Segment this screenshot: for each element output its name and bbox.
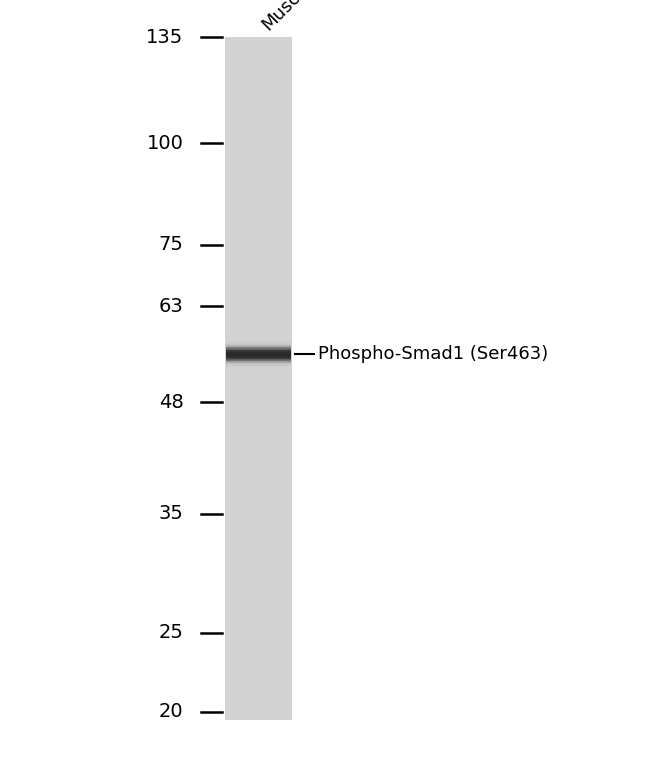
Bar xyxy=(226,341,291,343)
Bar xyxy=(226,363,291,365)
Text: 25: 25 xyxy=(159,624,183,642)
Bar xyxy=(226,343,291,345)
Bar xyxy=(226,345,291,348)
Bar xyxy=(226,362,291,365)
Bar xyxy=(226,355,291,357)
Bar xyxy=(226,348,291,349)
Text: Muscle: Muscle xyxy=(258,0,315,34)
Bar xyxy=(226,353,291,355)
Text: 48: 48 xyxy=(159,393,183,412)
Bar xyxy=(226,342,291,344)
Bar xyxy=(226,345,291,347)
Bar xyxy=(226,349,291,351)
Bar xyxy=(226,359,291,362)
Bar xyxy=(226,351,291,353)
Text: 35: 35 xyxy=(159,505,183,523)
Bar xyxy=(226,352,291,354)
Text: 100: 100 xyxy=(147,134,183,153)
Bar xyxy=(226,362,291,363)
Text: 75: 75 xyxy=(159,235,183,254)
Bar xyxy=(226,361,291,363)
Bar xyxy=(226,350,291,352)
Bar xyxy=(226,348,291,350)
Bar xyxy=(226,340,291,342)
Bar xyxy=(226,358,291,361)
Bar xyxy=(226,347,291,349)
Bar xyxy=(226,355,291,356)
Bar xyxy=(226,357,291,359)
Bar xyxy=(226,358,291,360)
Bar xyxy=(226,366,291,368)
Bar xyxy=(226,360,291,362)
Bar xyxy=(226,341,291,342)
Bar xyxy=(226,352,291,355)
Bar xyxy=(226,362,291,364)
Bar xyxy=(226,356,291,358)
Bar xyxy=(225,38,292,721)
Text: 135: 135 xyxy=(146,28,183,47)
Text: 63: 63 xyxy=(159,297,183,316)
Bar xyxy=(226,342,291,345)
Bar xyxy=(226,364,291,366)
Bar xyxy=(226,346,291,349)
Text: Phospho-Smad1 (Ser463): Phospho-Smad1 (Ser463) xyxy=(318,345,549,363)
Text: 20: 20 xyxy=(159,702,183,721)
Bar xyxy=(226,355,291,358)
Bar xyxy=(226,365,291,368)
Bar xyxy=(226,367,291,369)
Bar xyxy=(226,365,291,367)
Bar xyxy=(226,349,291,352)
Bar xyxy=(226,354,291,356)
Bar xyxy=(226,344,291,346)
